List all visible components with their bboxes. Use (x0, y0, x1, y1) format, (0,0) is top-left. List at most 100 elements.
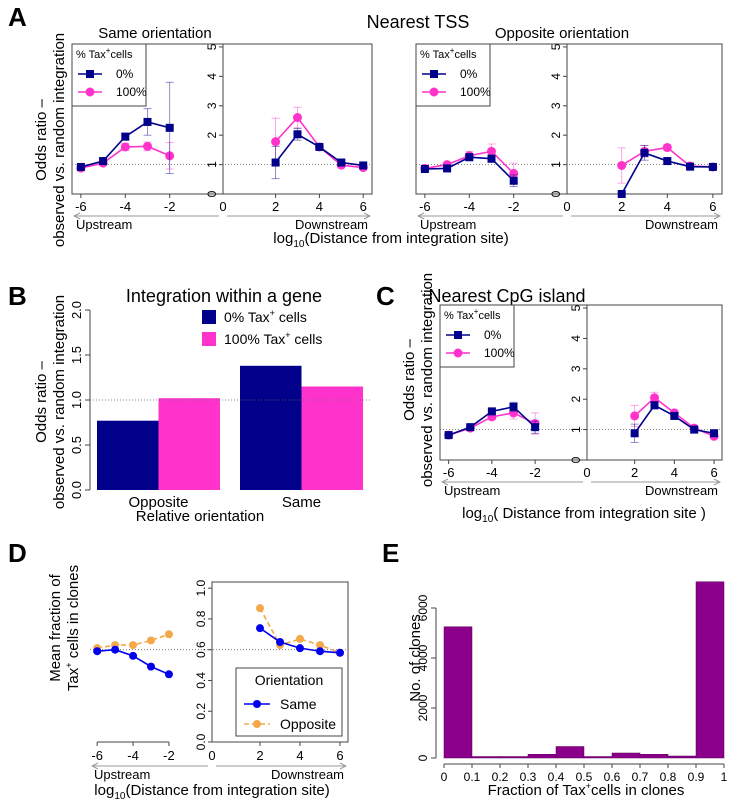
c-downstream-label: Downstream (645, 483, 718, 498)
d-ytick-label: 0.2 (194, 703, 208, 720)
a-opposite-ytick-label: 4 (549, 73, 563, 80)
d-xtick-label: -2 (163, 748, 175, 763)
e-bar-0.3-0.4 (527, 754, 557, 759)
c-xtick-label: -2 (529, 465, 541, 480)
d-point-same (316, 647, 324, 656)
d-point-same (164, 670, 173, 679)
a-same-point-100pct (271, 137, 281, 147)
a-same-ytick-label: 5 (205, 43, 219, 50)
a-same-ytick-label: 1 (205, 161, 219, 168)
a-same-xtick-label: 4 (316, 199, 323, 214)
a-same-zero-tick-label: 0 (219, 199, 226, 214)
d-upstream-label: Upstream (94, 767, 150, 782)
e-xtick-label: 0.2 (492, 770, 509, 784)
d-point-same (111, 645, 120, 654)
panel-a-right-subtitle: Opposite orientation (495, 25, 629, 42)
b-bar-same-0pct (240, 365, 302, 490)
e-bar-0.5-0.6 (583, 756, 613, 759)
d-legend-title: Orientation (255, 672, 323, 688)
d-point-same (336, 648, 344, 657)
a-same-legend-label-0pct: 0% (116, 67, 134, 81)
d-xtick-label: -6 (91, 748, 103, 763)
d-xtick-label: 4 (296, 748, 303, 763)
a-same-point-0pct (121, 132, 130, 141)
a-same-legend-marker-100pct (85, 87, 95, 97)
panel-c-cpg-plot: 0 1 2 3 4 5 -6 -4 -2 2 4 6 0 Upstream Downstream % Tax+… (439, 304, 723, 498)
b-bar-opposite-100pct (158, 398, 220, 490)
a-opposite-downstream-label: Downstream (645, 217, 718, 232)
b-ytick-label: 1.5 (69, 346, 84, 364)
e-bar-0.8-0.9 (667, 755, 697, 759)
a-same-point-100pct (120, 142, 130, 152)
a-opposite-ytick-label: 1 (549, 161, 563, 168)
a-same-legend-marker-0pct (86, 70, 94, 78)
b-bar-opposite-0pct (97, 420, 159, 490)
a-same-point-0pct (337, 158, 346, 167)
a-opposite-point-100pct (487, 146, 496, 156)
d-xtick-label: -4 (127, 748, 139, 763)
a-opposite-point-0pct (487, 154, 496, 163)
e-bar-0.4-0.5 (555, 746, 585, 759)
c-point-100pct (630, 411, 640, 421)
d-point-same (296, 644, 304, 653)
a-opposite-xtick-label: 6 (709, 199, 716, 214)
a-opposite-point-0pct (686, 162, 695, 171)
a-opposite-point-100pct (617, 160, 627, 170)
panel-letter-c: C (376, 281, 395, 311)
a-same-ytick-label: 4 (205, 73, 219, 80)
e-xtick-label: 0.1 (464, 770, 481, 784)
a-same-xtick-label: -6 (75, 199, 87, 214)
d-point-opposite (164, 630, 173, 639)
d-point-same (256, 624, 264, 633)
c-legend-marker-100pct (453, 348, 463, 358)
panel-c-ylabel-line1: Odds ratio – (401, 338, 418, 420)
d-xtick-label: 6 (336, 748, 343, 763)
legend-swatch-0pct (202, 310, 216, 324)
a-opposite-point-0pct (443, 164, 452, 173)
a-same-point-100pct (143, 141, 152, 151)
a-same-point-0pct (99, 157, 108, 166)
c-zero-tick-label: 0 (583, 465, 590, 480)
panel-e-histogram: 0 2000 4000 6000 0 0.1 0.2 0.3 0.4 0.5 0.6 0.7 0.8 0.… (416, 581, 728, 784)
a-opposite-xtick-label: -2 (508, 199, 520, 214)
a-same-ytick-label: 2 (205, 132, 219, 139)
d-ytick-label: 0.4 (194, 672, 208, 689)
d-point-opposite (147, 636, 155, 645)
a-opposite-ytick-label: 3 (549, 102, 563, 109)
a-opposite-legend-marker-0pct (430, 70, 438, 78)
a-opposite-legend-box (415, 43, 491, 107)
panel-b-ylabel-line2: observed vs. random integration (51, 295, 68, 509)
panel-a: A Nearest TSS Same orientation Opposite … (8, 2, 723, 250)
panel-d-plot: 0.0 0.2 0.4 0.6 0.8 1.0 -6 -4 -2 2 4 6 0 Upstream Down… (90, 579, 349, 782)
c-ytick-label: 0 (569, 456, 583, 463)
a-opposite-point-0pct (663, 157, 672, 166)
e-bar-0-0.1 (443, 626, 473, 759)
a-same-point-0pct (76, 162, 85, 171)
e-xtick-label: 0.5 (576, 770, 593, 784)
d-legend-marker-same (253, 700, 261, 708)
panel-b-xlabel: Relative orientation (136, 508, 264, 525)
b-category-label: Opposite (128, 494, 188, 511)
d-legend-label-opposite: Opposite (280, 716, 336, 732)
d-legend-label-same: Same (280, 696, 317, 712)
d-ytick-label: 1.0 (194, 579, 208, 596)
d-ytick-label: 0.6 (194, 641, 208, 658)
a-opposite-xtick-label: -4 (464, 199, 476, 214)
a-opposite-point-0pct (617, 190, 626, 198)
c-point-0pct (630, 429, 639, 438)
legend-label-0pct: 0% Tax+ cells (224, 308, 307, 325)
e-ytick-label: 2000 (416, 694, 430, 721)
c-point-0pct (650, 401, 659, 410)
a-opposite-xtick-label: 4 (664, 199, 671, 214)
c-point-0pct (509, 402, 518, 411)
e-xtick-label: 0.9 (688, 770, 705, 784)
c-upstream-label: Upstream (444, 483, 500, 498)
d-downstream-label: Downstream (271, 767, 344, 782)
panel-letter-e: E (382, 538, 399, 568)
panel-b-title: Integration within a gene (126, 286, 322, 306)
a-same-legend-label-100pct: 100% (116, 85, 147, 99)
c-legend-title: % Tax+cells (444, 307, 501, 322)
a-same-legend-title: % Tax+cells (76, 46, 133, 61)
c-ytick-label: 5 (569, 304, 583, 311)
